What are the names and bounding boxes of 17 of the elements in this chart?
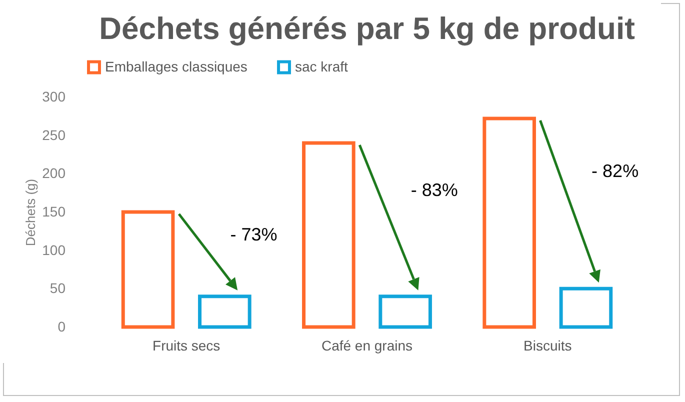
y-tick-label: 100 <box>42 242 66 258</box>
y-tick-label: 150 <box>42 204 66 220</box>
annotation: - 73% <box>230 224 278 245</box>
x-tick-label: Café en grains <box>321 338 413 354</box>
y-tick-label: 0 <box>58 318 66 334</box>
chart-title: Déchets générés par 5 kg de produit <box>99 11 635 46</box>
annotation: - 82% <box>592 161 639 182</box>
legend-label: Emballages classiques <box>105 58 248 74</box>
y-tick-label: 200 <box>42 165 66 182</box>
y-axis-title: Déchets (g) <box>23 178 38 246</box>
y-tick-label: 300 <box>42 88 66 104</box>
x-tick-label: Fruits secs <box>152 338 220 354</box>
y-tick-label: 50 <box>50 280 66 296</box>
x-tick-label: Biscuits <box>524 338 572 354</box>
annotation: - 83% <box>410 180 458 200</box>
legend-label: sac kraft <box>295 58 348 74</box>
y-tick-label: 250 <box>42 126 66 143</box>
